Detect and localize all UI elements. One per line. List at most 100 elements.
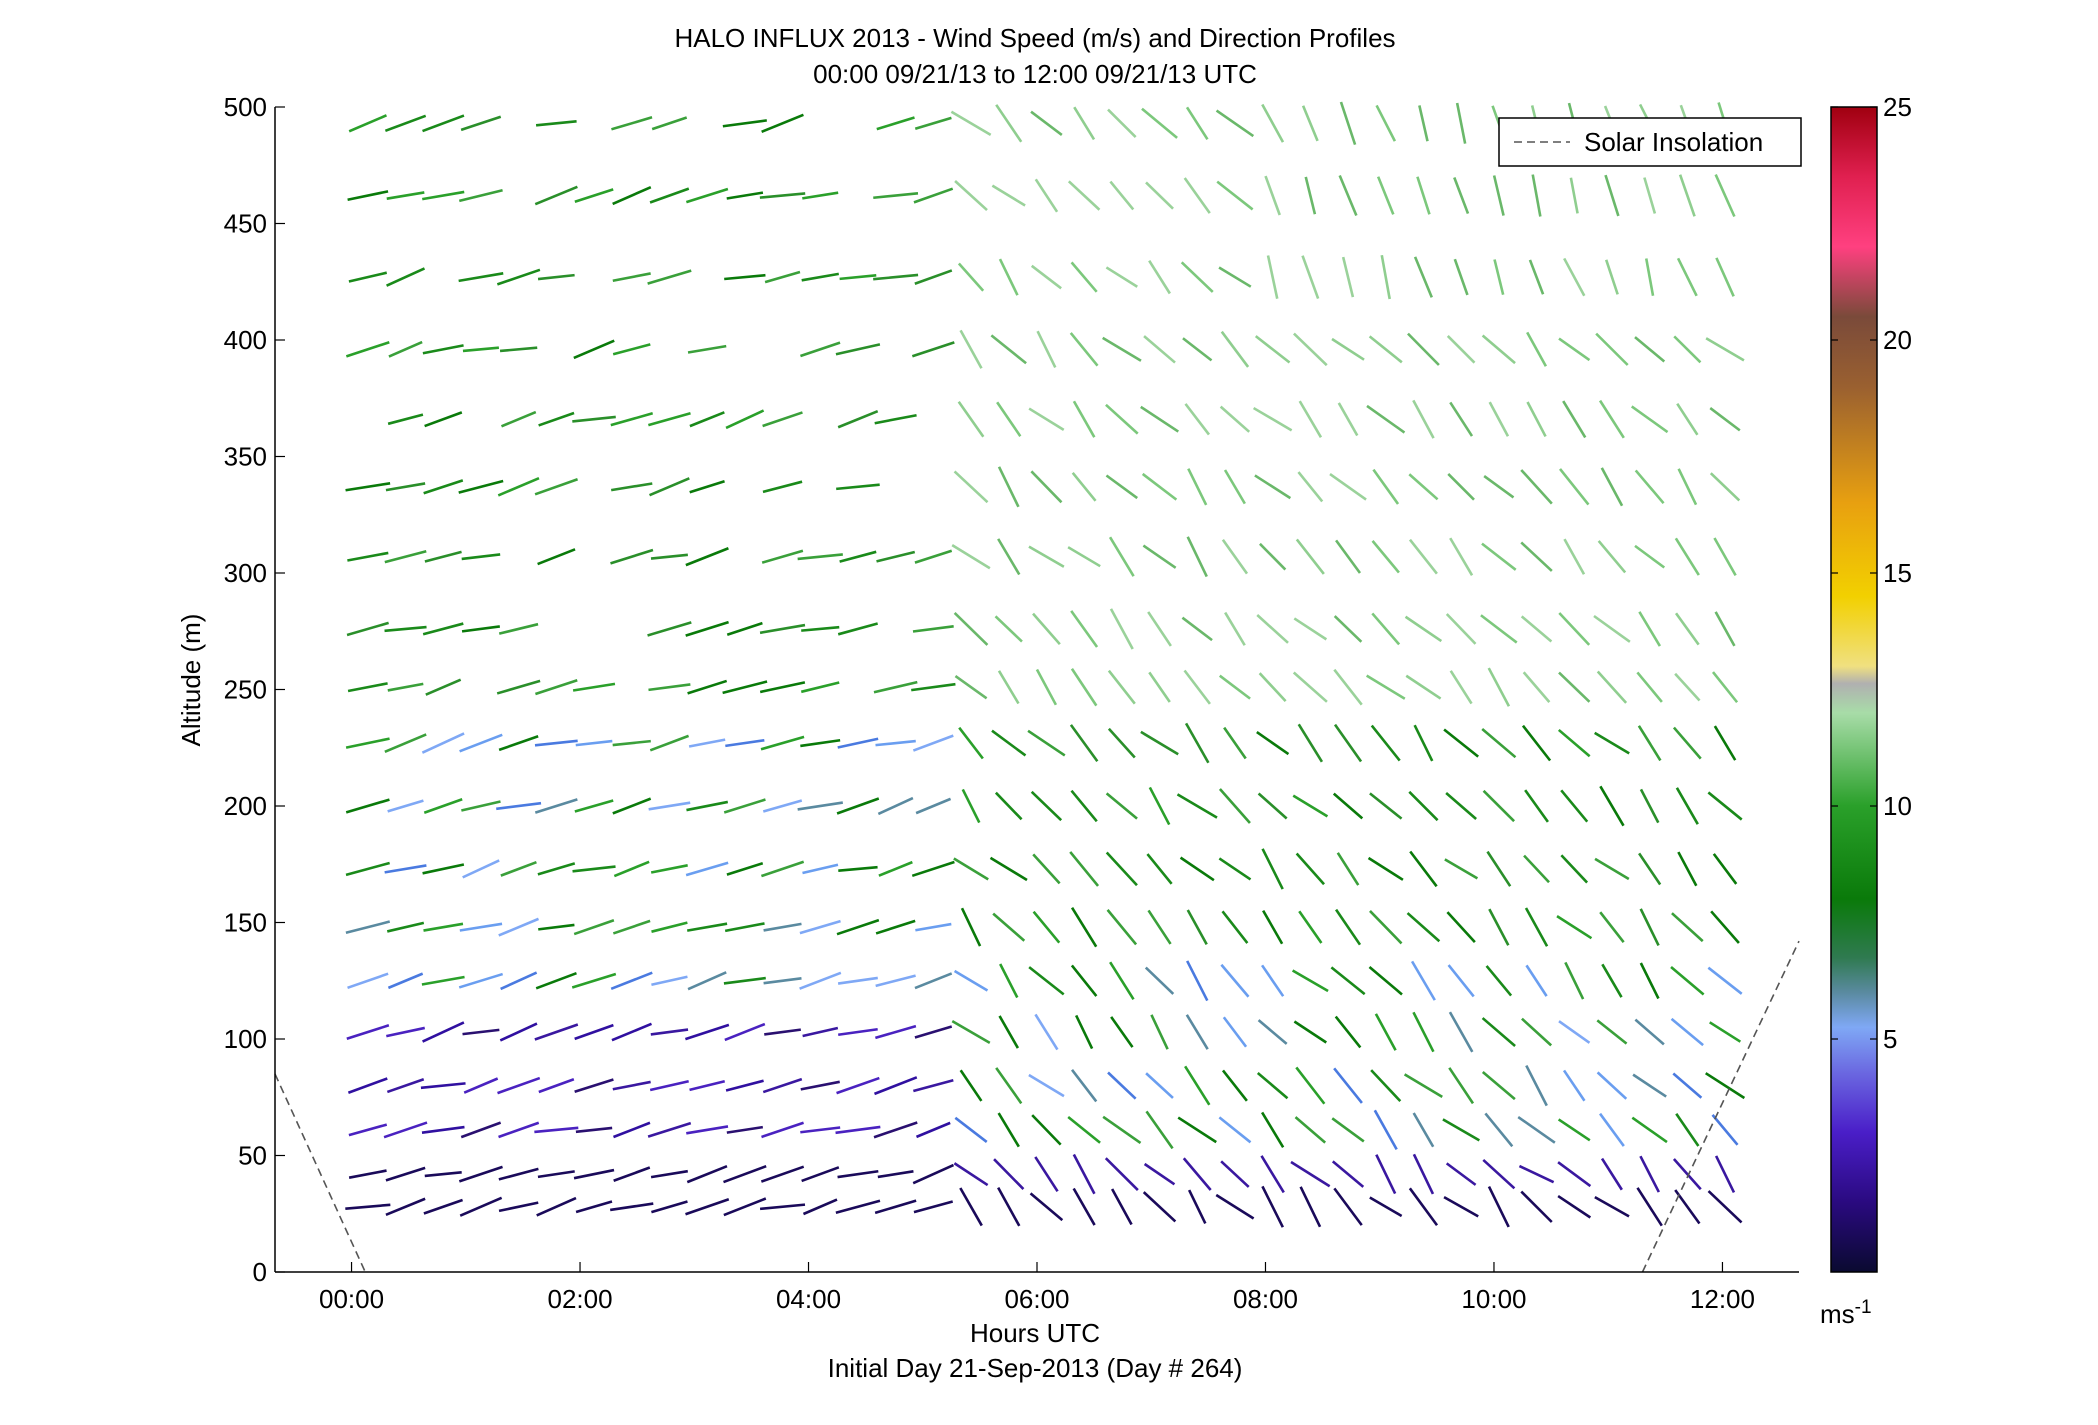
wind-barb <box>1711 1114 1739 1146</box>
wind-barb <box>1674 612 1700 646</box>
wind-barb <box>1375 104 1397 142</box>
wind-barb <box>649 477 690 497</box>
wind-barb <box>458 479 504 494</box>
wind-barb <box>1483 475 1515 499</box>
wind-barb <box>384 864 427 874</box>
wind-barb <box>387 972 424 990</box>
wind-barb <box>1482 1158 1516 1190</box>
wind-barb <box>1376 176 1395 215</box>
wind-barb <box>459 1196 503 1217</box>
wind-barb <box>1338 175 1358 217</box>
wind-barb <box>1636 1187 1663 1227</box>
wind-barb <box>348 271 388 283</box>
wind-barb <box>1556 915 1593 940</box>
wind-barb <box>911 682 956 692</box>
wind-barb <box>1146 853 1173 885</box>
wind-barb <box>572 682 616 692</box>
wind-barb <box>1638 852 1662 886</box>
y-tick-label: 300 <box>224 558 267 588</box>
wind-barb <box>1557 1118 1591 1142</box>
wind-barb <box>763 977 802 985</box>
wind-barb <box>1107 727 1136 759</box>
wind-barb <box>1709 1021 1742 1043</box>
solar-insolation-line <box>1641 940 1800 1273</box>
wind-barb <box>647 621 692 637</box>
wind-barb <box>997 1112 1020 1148</box>
wind-barb <box>989 856 1028 882</box>
wind-barb <box>496 679 541 695</box>
wind-barb <box>1333 723 1363 763</box>
wind-barb <box>1148 786 1171 826</box>
wind-barb <box>914 972 953 990</box>
wind-barb <box>760 860 805 878</box>
wind-barb <box>1108 536 1135 577</box>
wind-barb <box>650 553 688 560</box>
wind-barb <box>1335 908 1362 946</box>
x-tick-label: 10:00 <box>1461 1284 1526 1314</box>
wind-barb <box>911 341 955 358</box>
wind-barb <box>1707 791 1743 821</box>
wind-barb <box>1030 110 1063 136</box>
colorbar-gradient <box>1830 106 1878 1273</box>
wind-barb <box>1375 1154 1397 1195</box>
wind-barb <box>387 413 424 426</box>
colorbar-unit: ms <box>1820 1299 1855 1329</box>
wind-barb <box>913 187 954 204</box>
wind-barb <box>1639 962 1660 1000</box>
wind-barb <box>724 273 766 281</box>
wind-barb <box>991 184 1026 207</box>
wind-barb <box>386 921 425 933</box>
wind-barb <box>875 974 916 988</box>
wind-barb <box>992 912 1026 942</box>
wind-barb <box>1218 674 1251 700</box>
wind-barb <box>534 739 578 747</box>
wind-barb <box>537 862 576 876</box>
wind-barb <box>458 188 503 203</box>
wind-barb <box>1184 403 1211 436</box>
wind-barb <box>1525 1064 1548 1107</box>
wind-barb <box>1487 667 1511 707</box>
wind-barb <box>425 678 462 696</box>
wind-barb <box>1676 257 1698 297</box>
wind-barb <box>1637 725 1662 762</box>
wind-barb <box>874 1199 917 1215</box>
wind-barb <box>998 1015 1020 1049</box>
wind-barb <box>1140 730 1179 756</box>
wind-barb <box>1416 176 1431 215</box>
wind-barb <box>1073 106 1096 141</box>
wind-barb <box>726 621 763 636</box>
wind-barb <box>462 1028 500 1036</box>
wind-barb <box>1674 672 1701 702</box>
wind-barb <box>1560 854 1589 884</box>
wind-barb <box>346 1024 390 1040</box>
wind-barb <box>458 272 504 283</box>
wind-barb <box>1480 614 1518 644</box>
wind-barb <box>345 798 390 814</box>
wind-barb <box>651 921 688 933</box>
wind-barb <box>1067 180 1101 211</box>
wind-barb <box>1221 910 1249 944</box>
wind-barb <box>759 623 806 635</box>
wind-barb <box>460 1121 502 1139</box>
wind-barb <box>1520 1190 1553 1223</box>
wind-barb <box>1145 181 1174 210</box>
wind-barb <box>1488 908 1510 946</box>
wind-barb <box>1639 908 1660 947</box>
wind-barb <box>1521 724 1552 762</box>
wind-barb <box>536 1196 577 1217</box>
wind-barb <box>953 969 989 992</box>
wind-barb <box>1408 473 1439 501</box>
wind-barb <box>1224 611 1246 646</box>
wind-barb <box>1644 258 1655 296</box>
wind-barb <box>348 114 387 133</box>
wind-barb <box>1105 851 1138 887</box>
wind-barb <box>1372 468 1400 505</box>
wind-barb <box>1072 1187 1096 1226</box>
wind-barb <box>345 737 390 749</box>
wind-barb <box>1408 538 1438 575</box>
wind-barb <box>386 191 425 200</box>
wind-barb <box>1215 109 1255 138</box>
wind-barb <box>1410 960 1436 1001</box>
wind-barb <box>345 861 390 877</box>
wind-barb <box>1670 1017 1704 1047</box>
